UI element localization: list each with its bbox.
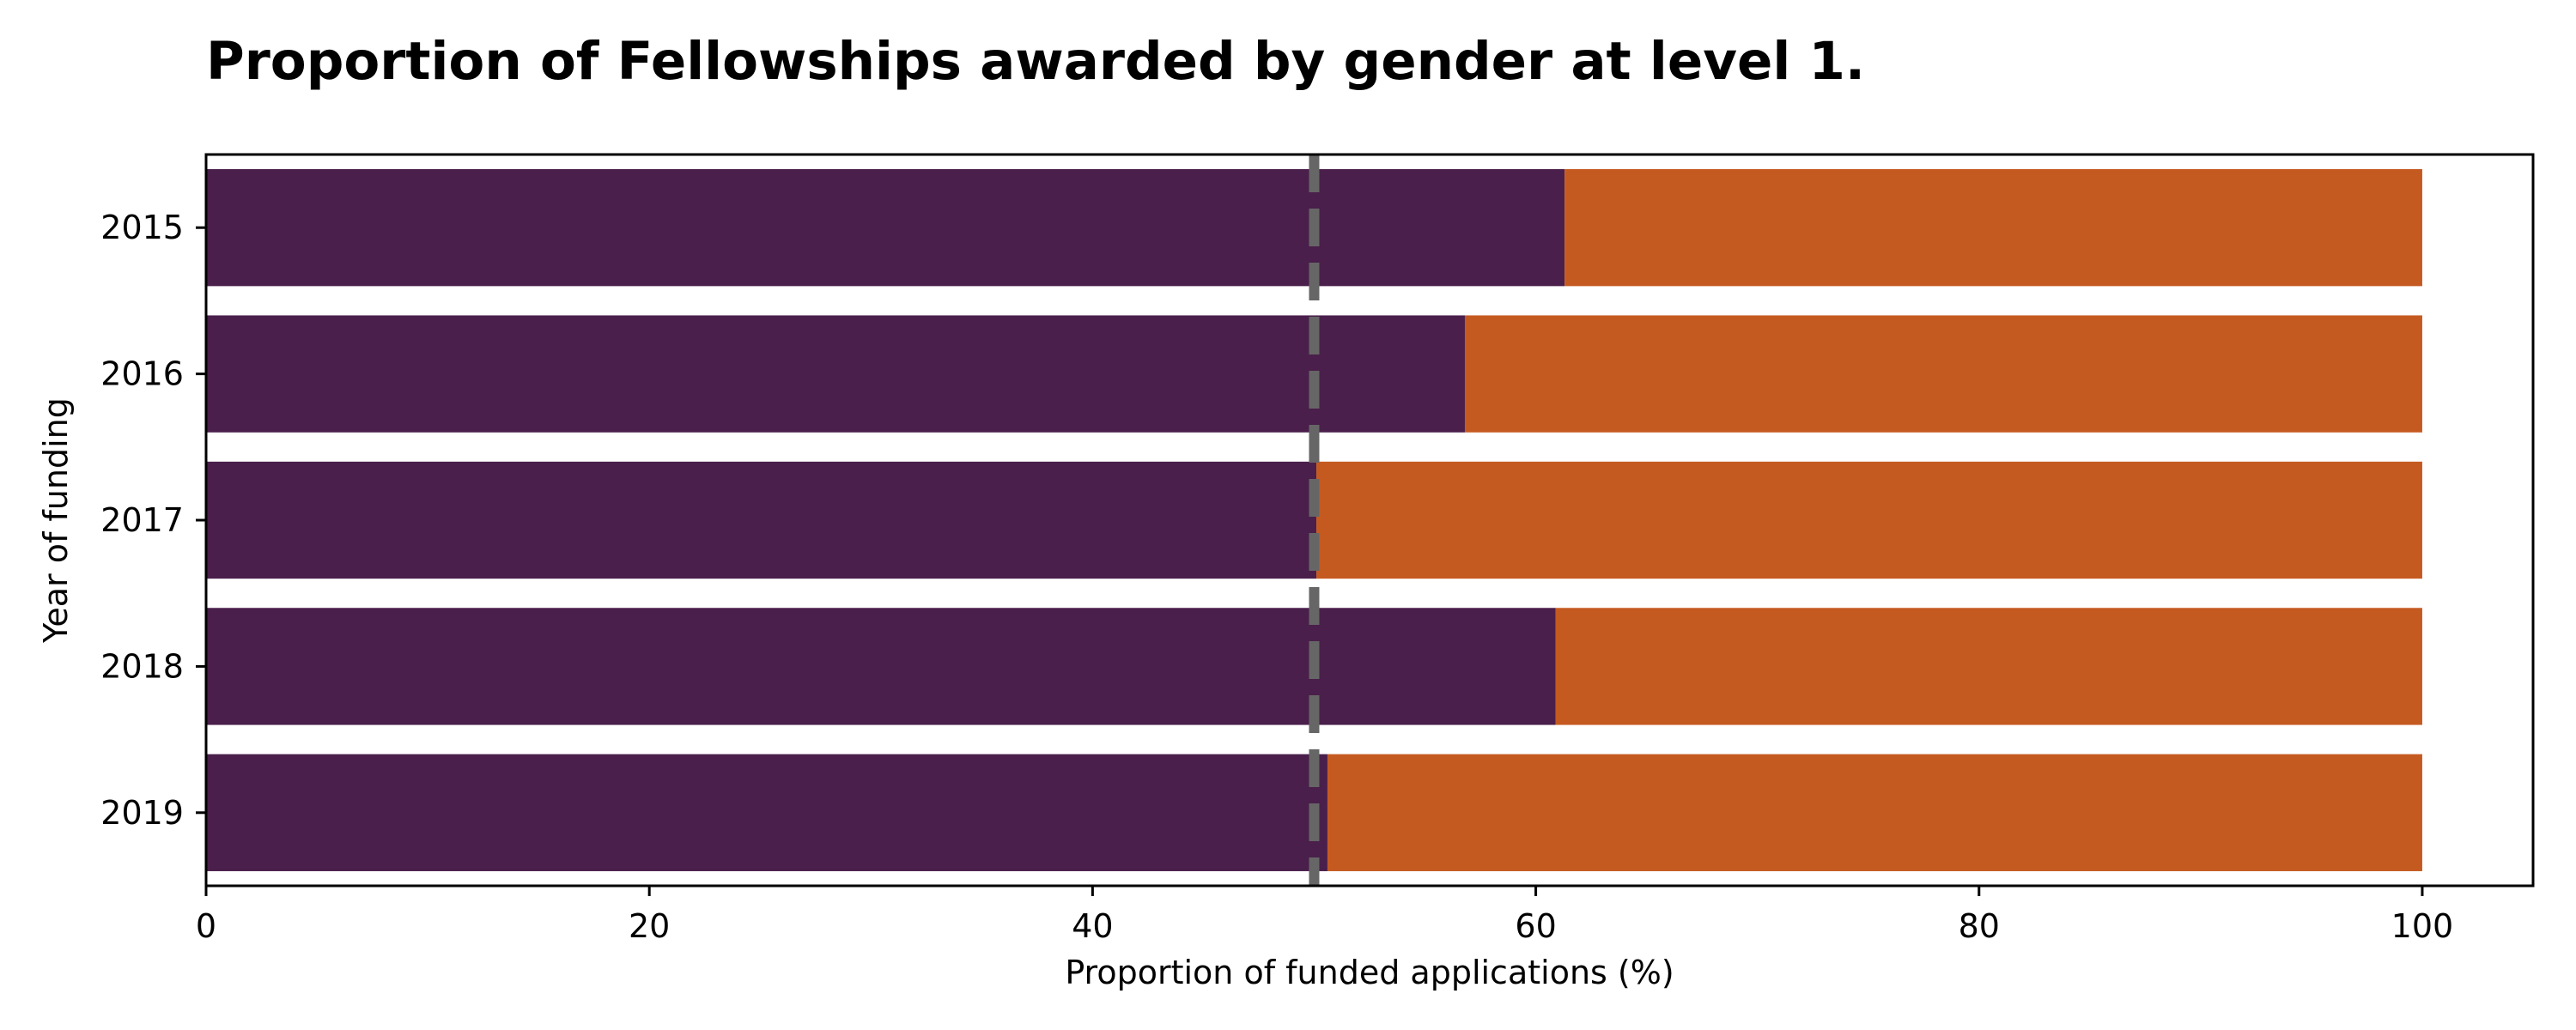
x-tick-label: 20 bbox=[629, 907, 670, 945]
y-tick-label: 2016 bbox=[100, 355, 184, 393]
bar-2015-segment-2 bbox=[1564, 169, 2422, 287]
y-tick-label: 2018 bbox=[100, 647, 184, 685]
y-tick-label: 2015 bbox=[100, 209, 184, 246]
bar-2018-segment-1 bbox=[206, 608, 1556, 725]
bar-2017-segment-1 bbox=[206, 461, 1317, 579]
chart-title: Proportion of Fellowships awarded by gen… bbox=[206, 31, 1865, 92]
bar-2016-segment-2 bbox=[1464, 315, 2422, 433]
bar-2015-segment-1 bbox=[206, 169, 1565, 287]
bar-2019-segment-1 bbox=[206, 754, 1327, 871]
y-tick-label: 2019 bbox=[100, 794, 184, 832]
bar-2019-segment-2 bbox=[1327, 754, 2422, 871]
bars-group bbox=[206, 169, 2422, 871]
x-tick-label: 40 bbox=[1072, 907, 1113, 945]
x-tick-label: 0 bbox=[196, 907, 216, 945]
x-tick-label: 100 bbox=[2391, 907, 2454, 945]
y-tick-label: 2017 bbox=[100, 501, 184, 539]
x-axis-label: Proportion of funded applications (%) bbox=[1065, 954, 1674, 991]
bar-2016-segment-1 bbox=[206, 315, 1465, 433]
x-tick-label: 80 bbox=[1959, 907, 2000, 945]
bar-2018-segment-2 bbox=[1555, 608, 2422, 725]
y-axis-label: Year of funding bbox=[37, 397, 75, 644]
x-axis-ticks: 0 20 40 60 80 100 bbox=[196, 886, 2453, 945]
x-tick-label: 60 bbox=[1515, 907, 1556, 945]
bar-2017-segment-2 bbox=[1316, 461, 2422, 579]
y-axis-ticks: 2015 2016 2017 2018 2019 bbox=[100, 209, 206, 832]
